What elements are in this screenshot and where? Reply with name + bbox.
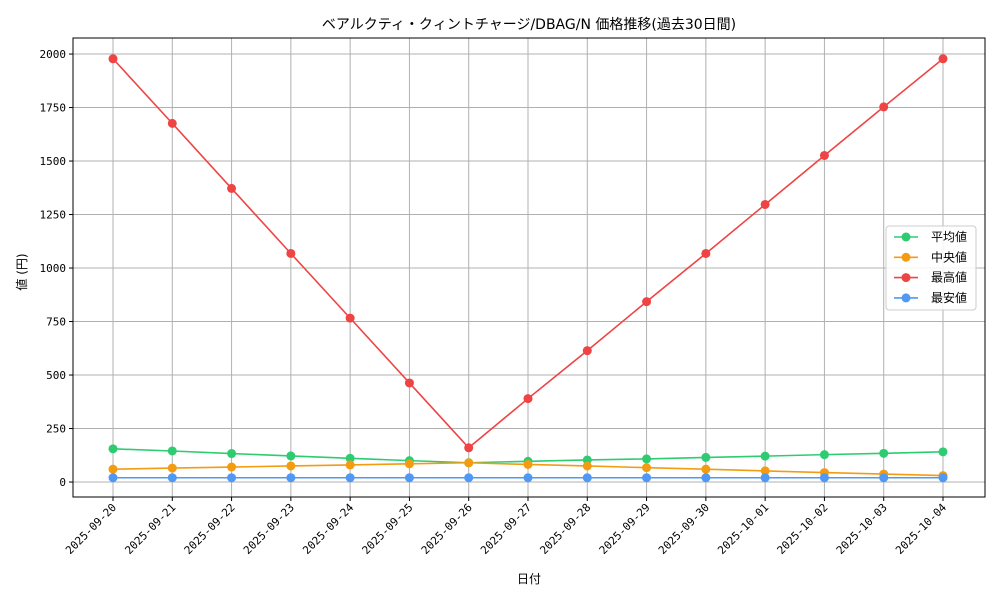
data-point [523,459,533,469]
chart-title: ベアルクティ・クィントチャージ/DBAG/N 価格推移(過去30日間) [322,17,736,33]
data-point [404,459,414,469]
data-point [227,462,237,472]
data-point [819,450,829,460]
data-point [582,461,592,471]
data-point [286,473,296,483]
legend-marker-0 [901,232,911,242]
x-tick-label: 2025-09-27 [478,501,534,557]
data-point [167,473,177,483]
y-tick-label: 1750 [40,102,67,115]
x-tick-label: 2025-10-01 [715,501,771,557]
data-point [879,102,889,112]
legend-label-3: 最安値 [931,290,967,305]
data-point [108,473,118,483]
y-tick-label: 1000 [40,262,67,275]
data-point [167,463,177,473]
data-point [760,451,770,461]
data-point [167,118,177,128]
data-point [108,464,118,474]
data-point [404,378,414,388]
axes: 0 250 500 750 1000 1250 1500 1750 2000 2025-09-20… [40,37,986,557]
x-tick-label: 2025-10-04 [893,501,949,557]
y-tick-label: 2000 [40,48,67,61]
legend-label-1: 中央値 [931,249,967,264]
data-point [108,444,118,454]
data-point [345,460,355,470]
data-point [701,473,711,483]
data-point [760,473,770,483]
series-lines [108,54,948,483]
legend-marker-3 [901,293,911,303]
data-point [227,449,237,459]
data-point [701,464,711,474]
plot-frame [72,37,986,498]
x-tick-label: 2025-09-23 [241,501,297,557]
data-point [938,54,948,64]
data-point [523,473,533,483]
data-point [286,248,296,258]
x-tick-label: 2025-09-24 [300,501,356,557]
data-point [819,473,829,483]
x-tick-label: 2025-09-26 [419,501,475,557]
y-tick-label: 750 [46,316,66,329]
data-point [464,443,474,453]
data-point [523,394,533,404]
data-point [464,458,474,468]
data-point [286,461,296,471]
data-point [464,473,474,483]
data-point [286,451,296,461]
data-point [701,248,711,258]
data-point [642,473,652,483]
x-axis-title: 日付 [517,572,541,586]
data-point [227,473,237,483]
x-tick-label: 2025-09-21 [122,501,178,557]
legend-box [885,225,977,311]
data-point [701,452,711,462]
data-point [819,150,829,160]
data-point [879,448,889,458]
y-tick-label: 1500 [40,155,67,168]
legend-marker-1 [901,252,911,262]
data-point [879,473,889,483]
data-point [108,54,118,64]
y-tick-label: 500 [46,369,66,382]
x-tick-label: 2025-10-03 [834,501,890,557]
x-tick-label: 2025-09-22 [182,501,238,557]
x-tick-label: 2025-09-20 [63,501,119,557]
data-point [642,463,652,473]
data-point [345,453,355,463]
x-tick-label: 2025-09-28 [537,501,593,557]
x-tick-label: 2025-09-25 [360,501,416,557]
data-point [642,454,652,464]
data-point [760,199,770,209]
data-point [938,447,948,457]
grid-lines [73,38,985,497]
data-point [938,473,948,483]
x-tick-label: 2025-10-02 [775,501,831,557]
data-point [227,183,237,193]
y-tick-label: 250 [46,423,66,436]
data-point [345,473,355,483]
data-point [642,297,652,307]
legend-label-0: 平均値 [931,229,967,244]
x-tick-label: 2025-09-29 [597,501,653,557]
legend-label-2: 最高値 [931,270,967,285]
data-point [582,473,592,483]
data-point [167,446,177,456]
data-point [404,473,414,483]
data-point [345,313,355,323]
data-point [582,346,592,356]
y-axis-title: 値 (円) [14,253,29,290]
y-tick-label: 0 [59,476,66,489]
y-tick-label: 1250 [40,209,67,222]
x-tick-label: 2025-09-30 [656,501,712,557]
data-point [760,466,770,476]
legend-marker-2 [901,273,911,283]
